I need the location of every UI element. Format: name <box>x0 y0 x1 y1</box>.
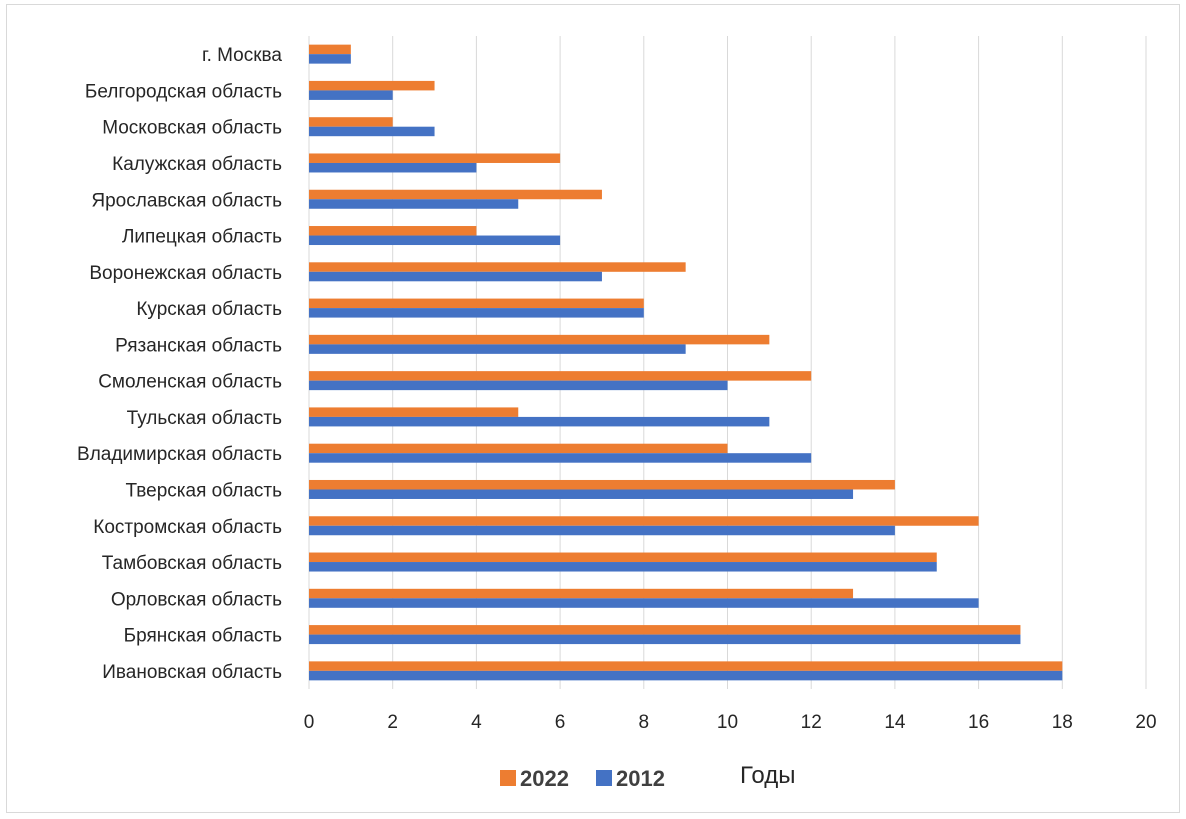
legend-swatch-2012 <box>596 770 612 786</box>
bar-2012-3 <box>309 126 435 137</box>
x-tick-label: 10 <box>717 712 738 733</box>
x-tick-label: 6 <box>555 712 566 733</box>
bar-2022-15 <box>309 552 937 563</box>
bar-2022-3 <box>309 117 393 127</box>
x-axis-title: Годы <box>740 762 795 789</box>
bar-2012-7 <box>309 271 602 282</box>
x-tick-label: 0 <box>304 712 315 733</box>
category-label: Воронежская область <box>89 263 282 284</box>
x-tick-label: 20 <box>1135 712 1156 733</box>
gridlines <box>308 36 1147 689</box>
category-label: Костромская область <box>93 517 282 538</box>
bar-2022-5 <box>309 189 602 200</box>
bars <box>309 44 1063 681</box>
x-tick-label: 12 <box>801 712 822 733</box>
x-tick-label: 18 <box>1052 712 1073 733</box>
x-tick-label: 2 <box>387 712 398 733</box>
bar-2022-18 <box>309 661 1063 671</box>
bar-2022-2 <box>309 80 435 91</box>
x-tick-label: 16 <box>968 712 989 733</box>
legend-label-2012: 2012 <box>616 766 665 791</box>
category-label: Курская область <box>136 299 282 320</box>
category-label: Тульская область <box>127 408 282 429</box>
category-label: Тверская область <box>126 480 283 501</box>
category-label: Смоленская область <box>98 372 282 393</box>
x-tick-label: 8 <box>639 712 650 733</box>
category-labels: г. Москва Белгородская область Московская … <box>77 45 282 683</box>
bar-2022-10 <box>309 371 812 381</box>
bar-2012-15 <box>309 562 937 572</box>
bar-2022-17 <box>309 625 1021 635</box>
bar-2022-14 <box>309 516 979 526</box>
bar-2022-4 <box>309 153 561 163</box>
category-label: Тамбовская область <box>102 553 282 574</box>
bar-2012-8 <box>309 308 644 318</box>
legend: 2022 2012 Годы <box>500 762 795 791</box>
category-label: Владимирская область <box>77 444 282 465</box>
bar-2012-6 <box>309 235 561 246</box>
bar-2022-8 <box>309 298 644 309</box>
bar-2022-7 <box>309 262 686 272</box>
bar-2012-16 <box>309 598 979 608</box>
bar-2022-13 <box>309 479 895 490</box>
bar-2012-2 <box>309 90 393 100</box>
category-label: Рязанская область <box>115 335 282 356</box>
bar-2022-16 <box>309 588 854 599</box>
bar-2012-18 <box>309 670 1063 681</box>
bar-2022-9 <box>309 334 770 345</box>
bar-2012-1 <box>309 54 351 64</box>
category-label: Ярославская область <box>91 190 282 211</box>
bar-2012-5 <box>309 199 519 209</box>
tick-labels: 0 2 4 6 8 10 12 14 16 18 20 <box>304 712 1157 733</box>
bar-2022-6 <box>309 226 477 236</box>
category-label: Калужская область <box>112 154 282 175</box>
bar-2022-1 <box>309 44 351 55</box>
x-tick-label: 4 <box>471 712 482 733</box>
bar-2012-17 <box>309 634 1021 645</box>
bar-2012-12 <box>309 453 812 463</box>
bar-2012-14 <box>309 525 895 536</box>
bar-2012-4 <box>309 162 477 173</box>
bar-2022-11 <box>309 407 519 417</box>
bar-2012-11 <box>309 416 770 427</box>
legend-label-2022: 2022 <box>520 766 569 791</box>
category-label: Белгородская область <box>85 81 282 102</box>
category-label: Ивановская область <box>102 662 282 683</box>
bar-2012-13 <box>309 489 854 499</box>
x-tick-label: 14 <box>884 712 906 733</box>
bar-2012-10 <box>309 380 728 391</box>
legend-swatch-2022 <box>500 770 516 786</box>
category-label: г. Москва <box>202 45 282 66</box>
bar-2022-12 <box>309 443 728 454</box>
bar-2012-9 <box>309 344 686 354</box>
category-label: Московская область <box>102 118 282 139</box>
category-label: Брянская область <box>124 626 282 647</box>
category-label: Орловская область <box>111 589 282 610</box>
category-label: Липецкая область <box>122 227 282 248</box>
